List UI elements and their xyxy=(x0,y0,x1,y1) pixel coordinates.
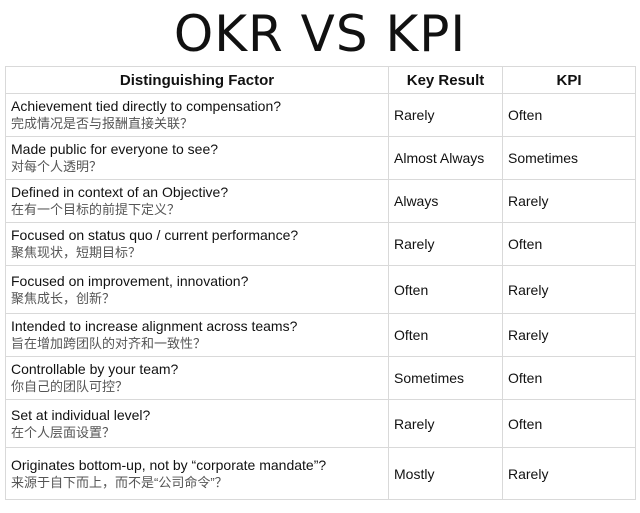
table-row: Focused on improvement, innovation? 聚焦成长… xyxy=(5,265,636,314)
factor-chinese: 旨在增加跨团队的对齐和一致性？ xyxy=(11,336,207,351)
table-row: Made public for everyone to see? 对每个人透明？… xyxy=(5,136,636,180)
factor-chinese: 对每个人透明？ xyxy=(11,159,103,174)
factor-english: Made public for everyone to see? xyxy=(11,141,219,157)
key-result-cell: Almost Always xyxy=(388,136,503,180)
key-result-cell: Often xyxy=(388,313,503,357)
key-result-cell: Rarely xyxy=(388,399,503,448)
kpi-cell: Rarely xyxy=(502,265,636,314)
kpi-cell: Often xyxy=(502,399,636,448)
factor-english: Controllable by your team? xyxy=(11,361,179,377)
header-key-result: Key Result xyxy=(388,66,503,94)
kpi-cell: Often xyxy=(502,93,636,137)
factor-chinese: 你自己的团队可控？ xyxy=(11,379,129,394)
key-result-cell: Rarely xyxy=(388,222,503,266)
factor-cell: Originates bottom-up, not by “corporate … xyxy=(5,447,389,500)
factor-english: Intended to increase alignment across te… xyxy=(11,318,298,334)
table-row: Originates bottom-up, not by “corporate … xyxy=(5,447,636,500)
table-row: Focused on status quo / current performa… xyxy=(5,222,636,266)
comparison-table: Distinguishing Factor Key Result KPI Ach… xyxy=(5,66,636,500)
page-title: OKR VS KPI xyxy=(173,5,467,63)
factor-cell: Made public for everyone to see? 对每个人透明？ xyxy=(5,136,389,180)
factor-chinese: 在有一个目标的前提下定义？ xyxy=(11,202,181,217)
factor-english: Focused on improvement, innovation? xyxy=(11,272,249,289)
table-row: Set at individual level? 在个人层面设置？ Rarely… xyxy=(5,399,636,448)
factor-english: Achievement tied directly to compensatio… xyxy=(11,98,282,114)
key-result-cell: Often xyxy=(388,265,503,314)
factor-cell: Defined in context of an Objective? 在有一个… xyxy=(5,179,389,223)
table-row: Defined in context of an Objective? 在有一个… xyxy=(5,179,636,223)
kpi-cell: Often xyxy=(502,356,636,400)
factor-chinese: 完成情况是否与报酬直接关联？ xyxy=(11,116,194,131)
kpi-cell: Sometimes xyxy=(502,136,636,180)
table-row: Achievement tied directly to compensatio… xyxy=(5,93,636,137)
kpi-cell: Rarely xyxy=(502,313,636,357)
factor-english: Set at individual level? xyxy=(11,406,151,423)
factor-english: Originates bottom-up, not by “corporate … xyxy=(11,456,327,473)
factor-cell: Achievement tied directly to compensatio… xyxy=(5,93,389,137)
factor-cell: Set at individual level? 在个人层面设置？ xyxy=(5,399,389,448)
header-distinguishing-factor: Distinguishing Factor xyxy=(5,66,389,94)
factor-chinese: 聚焦成长，创新？ xyxy=(11,290,116,306)
table-row: Intended to increase alignment across te… xyxy=(5,313,636,357)
factor-cell: Intended to increase alignment across te… xyxy=(5,313,389,357)
kpi-cell: Rarely xyxy=(502,447,636,500)
key-result-cell: Mostly xyxy=(388,447,503,500)
key-result-cell: Rarely xyxy=(388,93,503,137)
factor-chinese: 在个人层面设置？ xyxy=(11,424,116,440)
kpi-cell: Often xyxy=(502,222,636,266)
table-header-row: Distinguishing Factor Key Result KPI xyxy=(5,66,636,94)
factor-english: Defined in context of an Objective? xyxy=(11,184,229,200)
factor-chinese: 来源于自下而上，而不是“公司命令”？ xyxy=(11,474,228,490)
factor-chinese: 聚焦现状，短期目标？ xyxy=(11,245,142,260)
kpi-cell: Rarely xyxy=(502,179,636,223)
table-row: Controllable by your team? 你自己的团队可控？ Som… xyxy=(5,356,636,400)
factor-cell: Focused on status quo / current performa… xyxy=(5,222,389,266)
factor-english: Focused on status quo / current performa… xyxy=(11,227,299,243)
factor-cell: Focused on improvement, innovation? 聚焦成长… xyxy=(5,265,389,314)
key-result-cell: Sometimes xyxy=(388,356,503,400)
header-kpi: KPI xyxy=(502,66,636,94)
key-result-cell: Always xyxy=(388,179,503,223)
factor-cell: Controllable by your team? 你自己的团队可控？ xyxy=(5,356,389,400)
